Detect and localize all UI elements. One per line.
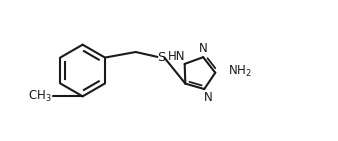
Text: CH$_3$: CH$_3$ — [28, 89, 52, 104]
Text: NH$_2$: NH$_2$ — [228, 64, 252, 79]
Text: S: S — [157, 51, 165, 64]
Text: HN: HN — [168, 50, 185, 63]
Text: N: N — [204, 91, 213, 104]
Text: N: N — [199, 42, 208, 55]
